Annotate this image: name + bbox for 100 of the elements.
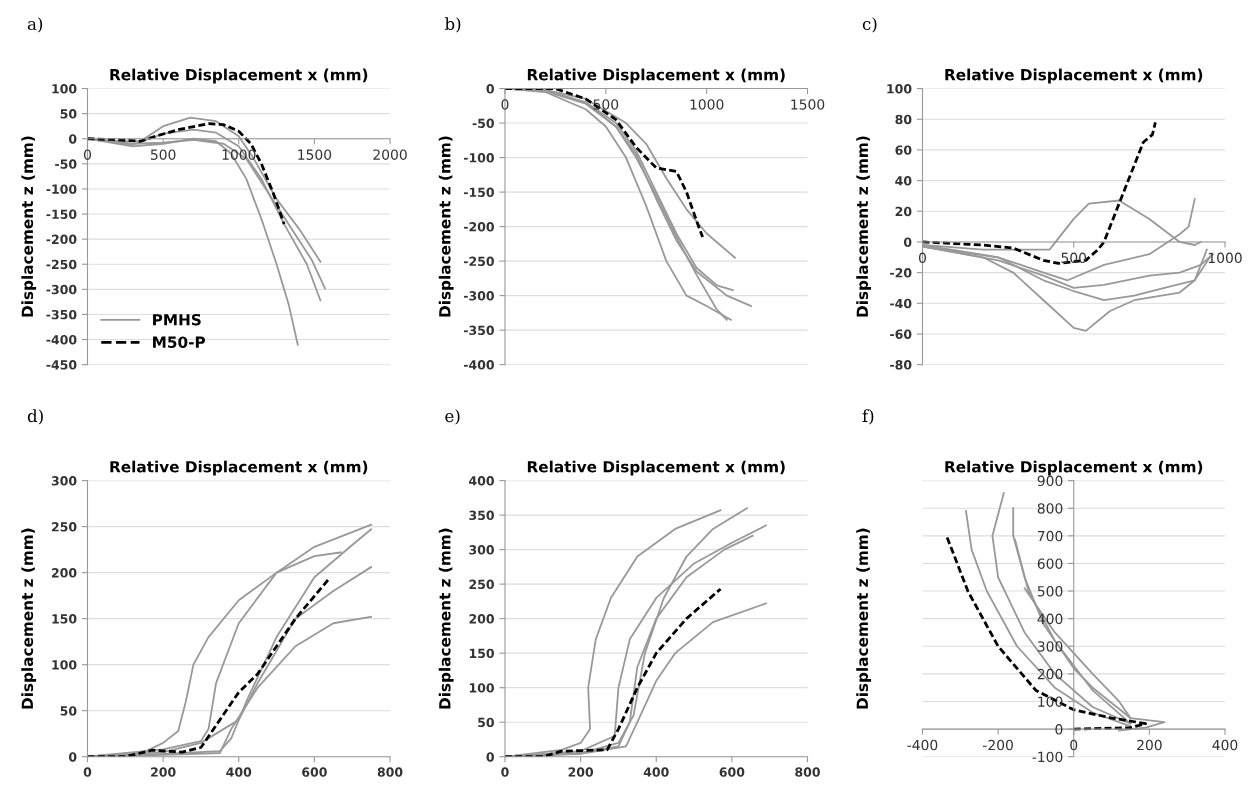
y-tick-label: -300 — [46, 284, 77, 295]
y-tick-label: 700 — [1037, 530, 1063, 542]
x-tick-label: 1500 — [791, 99, 825, 110]
y-tick-label: 100 — [469, 683, 494, 693]
x-tick-label: 200 — [1137, 739, 1162, 751]
y-tick-label: 300 — [469, 545, 494, 555]
y-axis-title: Displacement z (mm) — [856, 528, 872, 709]
y-tick-label: 50 — [60, 109, 77, 119]
text: c) — [862, 17, 877, 33]
x-tick-label: 400 — [643, 767, 669, 777]
x-tick-label: 600 — [302, 767, 327, 777]
y-tick-label: 80 — [895, 114, 912, 125]
y-tick-label: 150 — [52, 614, 77, 624]
y-tick-label: -80 — [890, 360, 912, 370]
x-tick-label: 0 — [84, 149, 91, 160]
y-tick-label: 100 — [887, 84, 912, 94]
x-axis-title: Relative Displacement x (mm) — [527, 68, 785, 84]
x-tick-label: 600 — [719, 767, 745, 777]
y-axis-title: Displacement z (mm) — [21, 136, 37, 317]
y-tick-label: 200 — [1037, 668, 1063, 680]
y-tick-label: -100 — [463, 153, 494, 163]
text: f) — [862, 409, 874, 425]
y-tick-label: 200 — [51, 568, 77, 578]
x-tick-label: 200 — [151, 767, 176, 777]
y-tick-label: -150 — [463, 187, 494, 198]
y-tick-label: 50 — [478, 717, 494, 728]
x-tick-label: 800 — [377, 767, 403, 777]
y-axis-title: Displacement z (mm) — [856, 136, 872, 317]
x-tick-label: 500 — [593, 99, 619, 110]
y-tick-label: 0 — [68, 752, 77, 762]
y-tick-label: -400 — [46, 335, 77, 345]
y-tick-label: 0 — [68, 134, 77, 144]
x-axis-title: Relative Displacement x (mm) — [527, 460, 785, 476]
y-tick-label: -50 — [472, 118, 494, 128]
x-axis-title: Relative Displacement x (mm) — [945, 68, 1203, 84]
y-axis-title: Displacement z (mm) — [21, 528, 37, 709]
y-tick-label: -250 — [463, 256, 494, 267]
text: d) — [27, 409, 43, 425]
y-tick-label: -250 — [46, 259, 77, 270]
y-tick-label: -40 — [890, 298, 912, 309]
text: b) — [444, 17, 461, 33]
y-tick-label: 20 — [895, 206, 912, 217]
legend-label: PMHS — [153, 313, 201, 326]
y-tick-label: -60 — [890, 329, 912, 339]
y-tick-label: -20 — [890, 268, 912, 278]
x-tick-label: -200 — [983, 739, 1013, 751]
y-tick-label: -450 — [46, 360, 77, 370]
y-tick-label: 50 — [60, 706, 77, 716]
x-tick-label: 0 — [501, 767, 509, 777]
x-tick-label: 0 — [501, 99, 509, 110]
text: e) — [445, 409, 460, 425]
y-tick-label: 900 — [1037, 475, 1063, 487]
y-tick-label: -300 — [463, 291, 494, 301]
x-tick-label: 1500 — [298, 149, 332, 160]
y-tick-label: 200 — [469, 614, 494, 624]
y-tick-label: 350 — [469, 510, 494, 521]
y-tick-label: 250 — [51, 522, 77, 532]
x-tick-label: 1000 — [690, 99, 724, 110]
y-tick-label: -200 — [46, 234, 77, 245]
y-tick-label: 150 — [469, 648, 494, 659]
x-axis-title: Relative Displacement x (mm) — [110, 460, 368, 476]
y-tick-label: 0 — [486, 752, 494, 762]
y-tick-label: -350 — [46, 309, 77, 320]
x-tick-label: 200 — [568, 767, 594, 777]
y-tick-label: 60 — [895, 145, 912, 155]
y-tick-label: 300 — [51, 476, 77, 486]
x-tick-label: 1000 — [222, 149, 256, 160]
y-tick-label: 40 — [895, 176, 912, 186]
x-tick-label: 500 — [1061, 252, 1087, 264]
y-tick-label: -100 — [46, 184, 77, 194]
x-tick-label: 400 — [226, 767, 252, 777]
y-tick-label: 100 — [52, 84, 77, 94]
x-tick-label: -400 — [907, 739, 938, 751]
y-tick-label: 0 — [486, 84, 494, 94]
text: a) — [27, 17, 43, 33]
y-tick-label: -100 — [1032, 751, 1063, 763]
y-tick-label: 0 — [903, 237, 912, 247]
y-axis-title: Displacement z (mm) — [438, 528, 454, 709]
y-tick-label: 500 — [1037, 586, 1063, 597]
x-tick-label: 0 — [918, 252, 926, 264]
y-tick-label: 300 — [1037, 641, 1063, 652]
y-axis-title: Displacement z (mm) — [438, 136, 454, 317]
x-axis-title: Relative Displacement x (mm) — [110, 68, 368, 84]
legend-label: M50-P — [153, 336, 206, 348]
x-tick-label: 1000 — [1208, 252, 1242, 264]
y-tick-label: -350 — [463, 325, 494, 336]
x-tick-label: 0 — [83, 767, 92, 777]
x-axis-title: Relative Displacement x (mm) — [945, 460, 1203, 476]
y-tick-label: -400 — [463, 360, 494, 370]
x-tick-label: 800 — [795, 767, 820, 777]
x-tick-label: 400 — [1212, 739, 1238, 751]
y-tick-label: -200 — [463, 222, 494, 232]
y-tick-label: 250 — [469, 579, 494, 590]
y-tick-label: 400 — [1037, 613, 1063, 625]
y-tick-label: 600 — [1037, 558, 1063, 569]
y-tick-label: 800 — [1037, 503, 1063, 514]
x-tick-label: 2000 — [373, 149, 407, 160]
y-tick-label: -50 — [55, 159, 77, 169]
x-tick-label: 0 — [1070, 739, 1078, 751]
y-tick-label: 0 — [1055, 724, 1063, 735]
